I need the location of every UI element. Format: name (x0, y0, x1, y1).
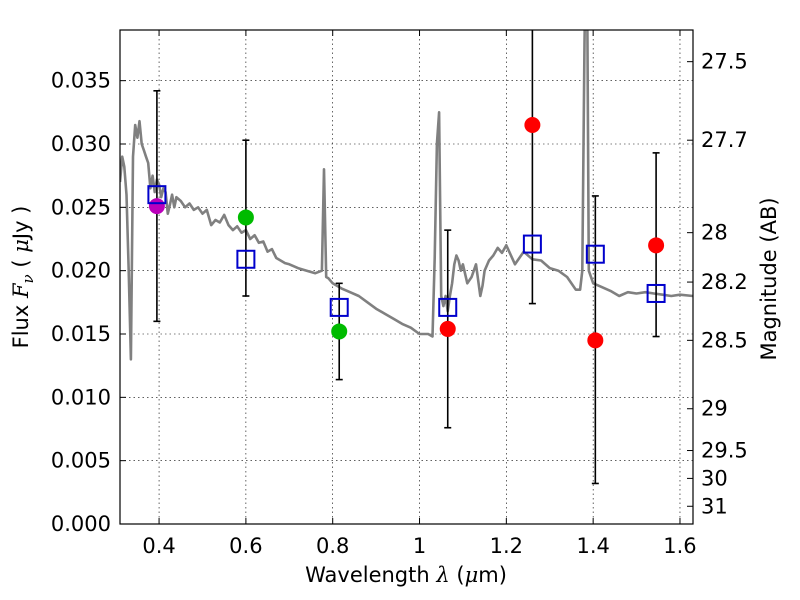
y2-tick-label: 27.7 (701, 128, 748, 152)
observed-point (587, 332, 604, 349)
x-tick-label: 0.6 (229, 534, 262, 558)
observed-point (648, 237, 665, 254)
plot-area (120, 30, 693, 524)
grid (120, 30, 693, 525)
y-tick-label: 0.025 (51, 195, 111, 219)
model-point (646, 283, 666, 303)
y-axis-label: Flux Fν ( μJy ) (9, 206, 37, 349)
x-tick-label: 1.2 (490, 534, 523, 558)
model-point (438, 297, 458, 317)
observed-point (439, 320, 456, 337)
model-point (236, 249, 256, 269)
model-point (522, 234, 542, 254)
y2-tick-label: 31 (701, 494, 728, 518)
x-tick-label: 0.8 (316, 534, 349, 558)
y2-tick-label: 29 (701, 397, 728, 421)
ticks: 0.4 0.6 0.8 1 1.2 1.4 1.6 0.000 0.005 0.010 0.015 0… (51, 30, 748, 558)
y2-tick-label: 28.5 (701, 328, 748, 352)
x-tick-label: 1 (413, 534, 426, 558)
y-tick-label: 0.005 (51, 449, 111, 473)
y2-tick-label: 30 (701, 466, 728, 490)
marker-layer (147, 30, 666, 485)
plot-frame (119, 29, 694, 525)
x-tick-label: 1.6 (663, 534, 696, 558)
y2-tick-label: 28.2 (701, 270, 748, 294)
observed-point (331, 323, 348, 340)
model-point (147, 185, 167, 205)
y-tick-label: 0.030 (51, 132, 111, 156)
x-tick-label: 0.4 (142, 534, 175, 558)
observed-point (524, 117, 541, 133)
model-point (585, 244, 605, 264)
y2-tick-label: 28 (701, 221, 728, 245)
y2-tick-label: 27.5 (701, 50, 748, 74)
x-axis-label: Wavelength λ (μm) (305, 563, 507, 587)
model-point (329, 297, 349, 317)
x-tick-label: 1.4 (576, 534, 609, 558)
y-tick-label: 0.015 (51, 322, 111, 346)
observed-point (237, 209, 254, 226)
y2-axis-label: Magnitude (AB) (757, 197, 781, 360)
observed-point (148, 198, 165, 215)
y-tick-label: 0.010 (51, 385, 111, 409)
y-tick-label: 0.020 (51, 259, 111, 283)
data-layer (120, 30, 693, 361)
y-tick-label: 0.000 (51, 512, 111, 536)
y2-tick-label: 29.5 (701, 439, 748, 463)
y-tick-label: 0.035 (51, 69, 111, 93)
model-spectrum-line (120, 30, 693, 361)
